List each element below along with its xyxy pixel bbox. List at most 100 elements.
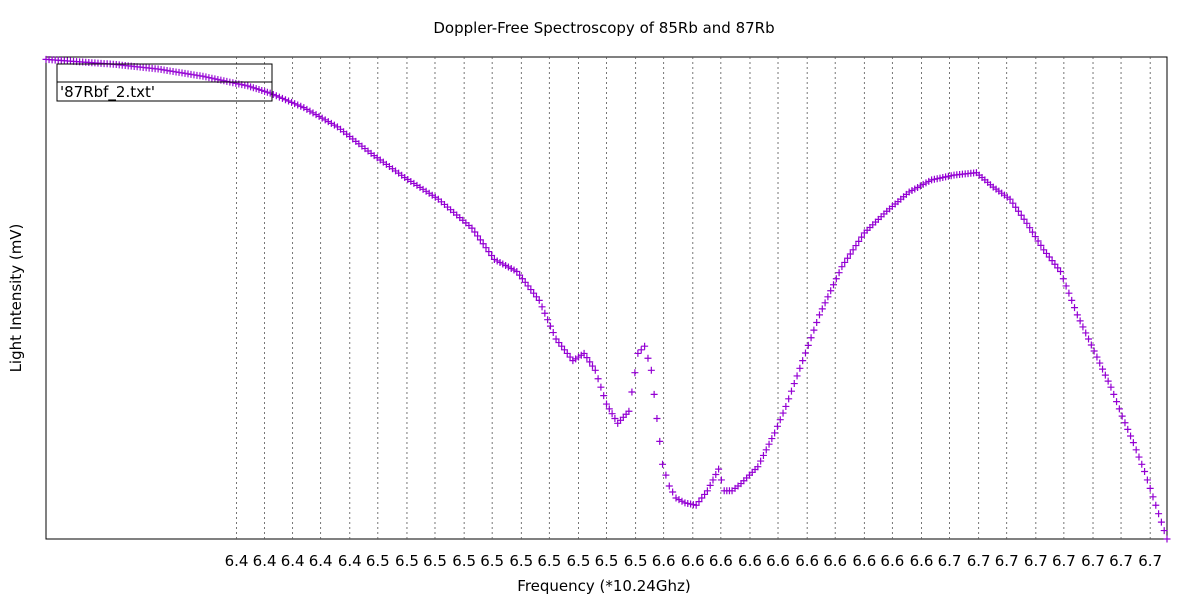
data-point [232, 79, 240, 87]
data-point [706, 481, 714, 489]
legend-series-label: '87Rbf_2.txt' [60, 83, 155, 102]
data-point [669, 488, 677, 496]
data-point [474, 232, 482, 240]
data-point [1113, 398, 1121, 406]
data-point [288, 98, 296, 106]
data-point [782, 402, 790, 410]
data-point [1034, 237, 1042, 245]
data-point [776, 416, 784, 424]
data-point [611, 415, 619, 422]
data-point [647, 366, 655, 374]
data-point [715, 465, 723, 473]
x-tick-label: 6.4 [225, 552, 249, 570]
data-point [717, 476, 725, 484]
data-point [771, 429, 779, 437]
data-point [1087, 341, 1095, 349]
data-point [199, 72, 207, 80]
data-point [656, 437, 664, 445]
data-point [757, 457, 765, 465]
x-tick-label: 6.6 [852, 552, 876, 570]
data-point [1127, 432, 1135, 440]
data-point [1062, 282, 1070, 290]
data-point [330, 121, 338, 129]
data-point [675, 496, 683, 504]
x-tick-label: 6.5 [366, 552, 390, 570]
x-tick-label: 6.7 [1109, 552, 1133, 570]
data-point [1026, 224, 1034, 232]
x-tick-label: 6.7 [938, 552, 962, 570]
data-point [1135, 453, 1143, 461]
data-point [1076, 317, 1084, 325]
data-point [1099, 365, 1107, 373]
data-point [1040, 246, 1048, 254]
data-point [1028, 228, 1036, 236]
data-point [641, 342, 649, 350]
data-point [1160, 527, 1168, 535]
data-point [762, 446, 770, 454]
data-point [672, 494, 680, 502]
data-point [625, 407, 633, 415]
x-tick-label: 6.6 [795, 552, 819, 570]
data-point [841, 258, 849, 266]
data-point [759, 451, 767, 459]
data-point [1121, 419, 1129, 427]
x-tick-label: 6.5 [509, 552, 533, 570]
data-point [1163, 535, 1171, 543]
data-point [532, 293, 540, 301]
x-tick-label: 6.5 [480, 552, 504, 570]
data-point [1090, 347, 1098, 355]
data-point [1071, 304, 1079, 312]
data-point [281, 96, 289, 104]
data-point [852, 242, 860, 250]
data-point [608, 410, 616, 418]
data-point [513, 267, 521, 275]
data-point [605, 405, 613, 413]
x-tick-label: 6.5 [423, 552, 447, 570]
data-point [541, 309, 549, 317]
data-point [779, 409, 787, 417]
data-point [211, 75, 219, 83]
chart-title: Doppler-Free Spectroscopy of 85Rb and 87… [433, 19, 774, 37]
data-point [1068, 296, 1076, 304]
x-tick-label: 6.7 [1052, 552, 1076, 570]
data-point [701, 490, 709, 498]
data-point [824, 293, 832, 301]
data-point [471, 228, 479, 236]
x-tick-label: 6.7 [1024, 552, 1048, 570]
data-point [558, 342, 566, 350]
data-point [535, 296, 543, 304]
data-point [849, 246, 857, 254]
data-point [659, 460, 667, 468]
data-point [1014, 207, 1022, 215]
x-tick-label: 6.6 [709, 552, 733, 570]
data-point [821, 299, 829, 307]
data-point [1115, 405, 1123, 413]
data-point [1042, 249, 1050, 257]
data-point [1138, 460, 1146, 468]
data-point [560, 346, 568, 354]
data-point [223, 77, 231, 85]
data-point [285, 97, 293, 105]
data-point [796, 364, 804, 372]
x-tick-label: 6.6 [910, 552, 934, 570]
data-point [773, 422, 781, 430]
data-point [855, 237, 863, 245]
data-point [266, 89, 274, 97]
data-point [1054, 264, 1062, 272]
data-point [1155, 510, 1163, 518]
data-point [844, 254, 852, 262]
x-tick-label: 6.5 [567, 552, 591, 570]
data-point [1031, 233, 1039, 241]
data-point [294, 101, 302, 109]
data-point [838, 263, 846, 271]
data-point [275, 93, 283, 101]
data-point [583, 354, 591, 362]
data-point [272, 92, 280, 100]
data-point [485, 248, 493, 256]
data-point [695, 498, 703, 506]
data-point [712, 471, 720, 479]
x-tick-label: 6.7 [967, 552, 991, 570]
data-point [801, 349, 809, 357]
data-point [807, 334, 815, 342]
data-point [312, 111, 320, 119]
